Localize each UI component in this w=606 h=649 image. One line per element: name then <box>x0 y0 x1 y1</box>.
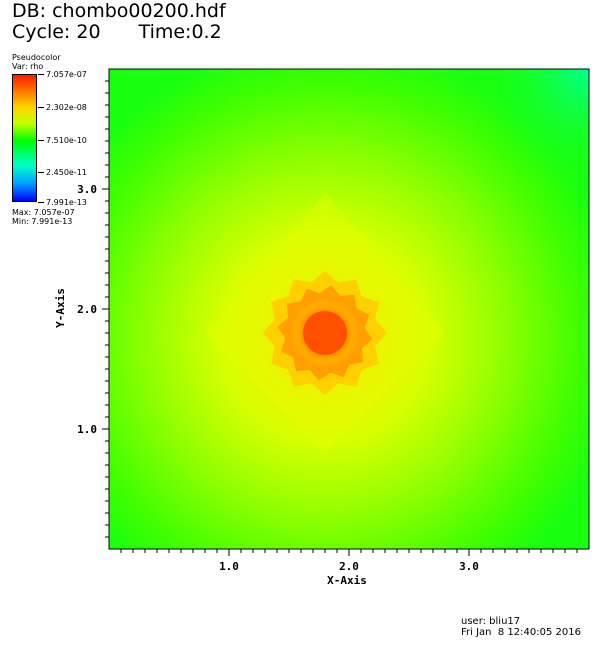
cycle-time-line: Cycle: 20 Time:0.2 <box>12 22 222 43</box>
legend-tick-label: 2.302e-08 <box>38 103 87 112</box>
legend-tick-label: 7.510e-10 <box>38 136 87 145</box>
density-field <box>109 69 589 549</box>
y-tick-label: 2.0 <box>77 303 97 316</box>
x-tick-label: 1.0 <box>219 560 239 573</box>
database-title: DB: chombo00200.hdf <box>12 0 226 22</box>
cycle-label: Cycle: 20 <box>12 21 101 43</box>
legend-max-label: Max: 7.057e-07 <box>12 208 75 217</box>
legend-tick-label: 7.057e-07 <box>38 70 87 79</box>
x-tick-label: 3.0 <box>459 560 479 573</box>
axes: 1.0 2.0 3.0 1.0 2.0 3.0 <box>77 68 590 573</box>
y-tick-label: 3.0 <box>77 183 97 196</box>
legend-var-label: Var: rho <box>12 62 44 71</box>
legend-min-label: Min: 7.991e-13 <box>12 217 73 226</box>
x-tick-label: 2.0 <box>339 560 359 573</box>
field-peak-center <box>303 311 347 355</box>
x-axis-label: X-Axis <box>327 574 367 587</box>
legend-tick-label: 7.991e-13 <box>38 198 87 207</box>
y-tick-label: 1.0 <box>77 423 97 436</box>
footer-date: Fri Jan 8 12:40:05 2016 <box>461 627 581 638</box>
time-label: Time:0.2 <box>138 21 222 43</box>
footer-user: user: bliu17 <box>461 616 521 627</box>
legend-plot-type: Pseudocolor <box>12 53 61 62</box>
legend-tick-label: 2.450e-11 <box>38 168 87 177</box>
legend-color-bar <box>12 74 37 202</box>
y-axis-label: Y-Axis <box>54 288 67 328</box>
